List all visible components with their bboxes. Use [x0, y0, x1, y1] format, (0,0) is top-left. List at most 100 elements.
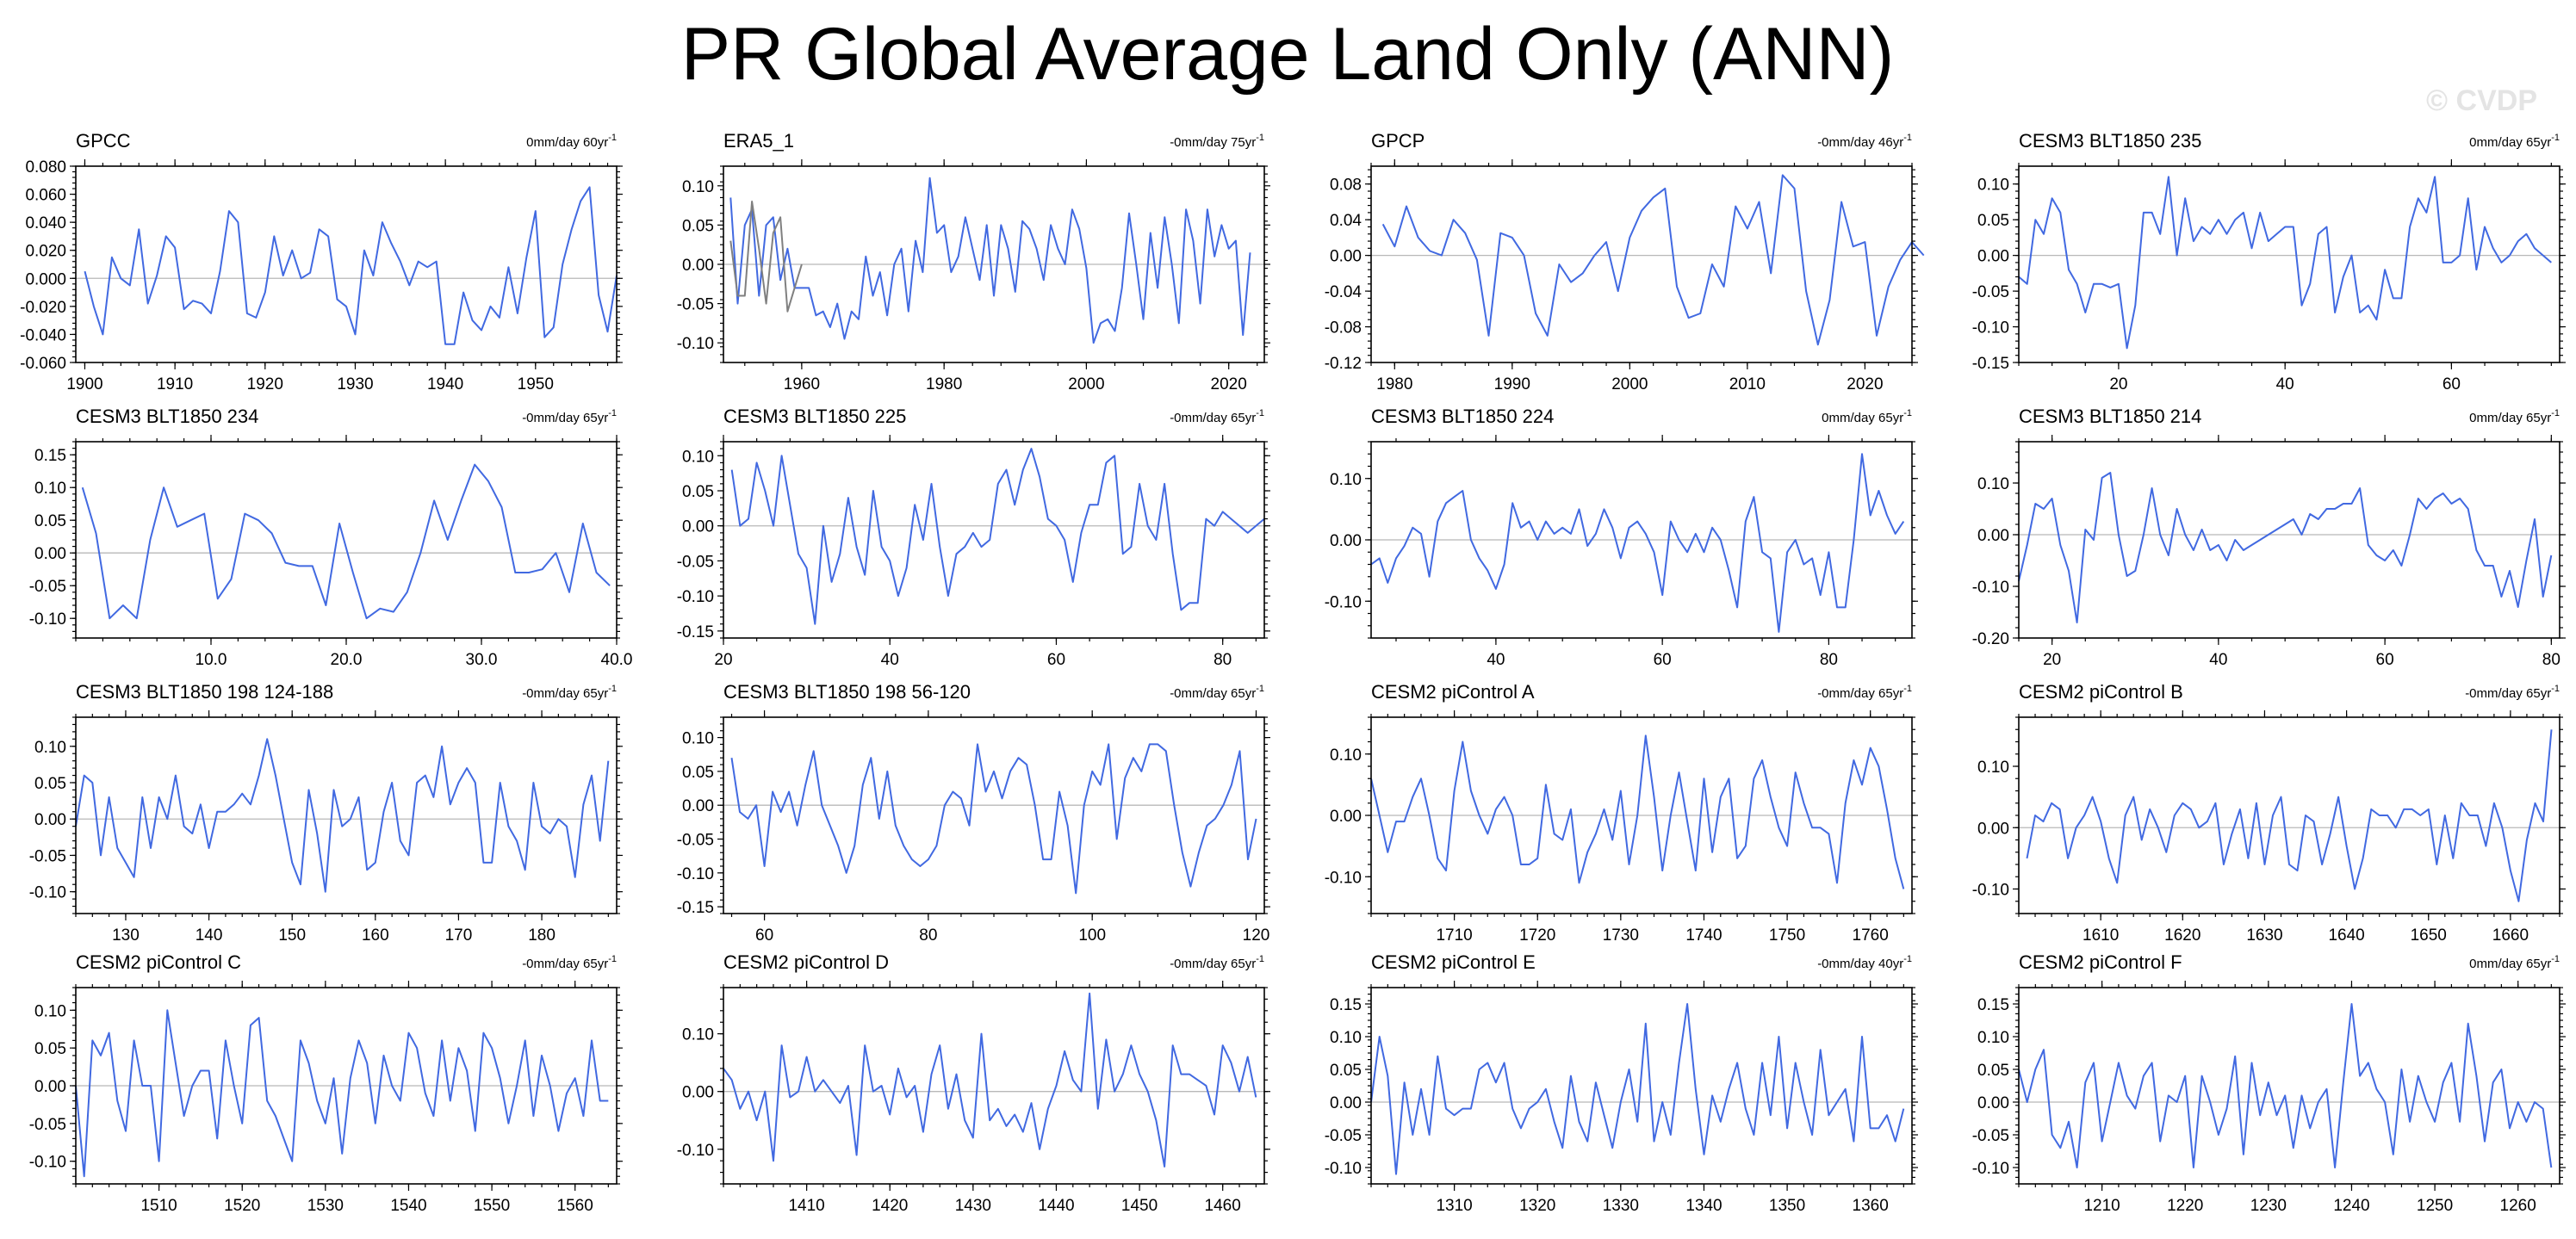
trend-label: -0mm/day 65yr-1 — [1170, 684, 1264, 701]
x-tick-label: 40 — [2276, 375, 2294, 393]
y-tick-label: -0.05 — [29, 578, 66, 596]
y-tick-label: 0.00 — [682, 797, 714, 815]
x-tick-label: 80 — [2542, 651, 2560, 669]
y-tick-label: 0.10 — [1977, 475, 2009, 493]
panel-6: -0.10 0.00 0.10 40 60 80 CESM3 BLT1850 224 0mm/… — [1325, 406, 1918, 669]
x-tick-label: 2000 — [1611, 375, 1648, 393]
panel-5: -0.15 -0.10 -0.05 0.00 0.05 0.10 20 40 60 80 CESM3… — [677, 406, 1270, 669]
panel-4: -0.10 -0.05 0.00 0.05 0.10 0.15 10.0 20.0 30.0 40… — [29, 406, 633, 669]
x-tick-label: 80 — [1214, 651, 1232, 669]
x-tick-label: 1250 — [2417, 1197, 2453, 1215]
x-tick-label: 1610 — [2083, 926, 2119, 945]
x-tick-label: 40 — [881, 651, 899, 669]
panel-1: -0.10 -0.05 0.00 0.05 0.10 1960 1980 2000 2020 ER… — [677, 130, 1270, 393]
trend-label: -0mm/day 65yr-1 — [1817, 684, 1912, 701]
x-tick-label: 1980 — [926, 375, 962, 393]
x-tick-label: 140 — [196, 926, 223, 945]
y-tick-label: -0.060 — [20, 355, 66, 373]
plot-frame — [723, 987, 1265, 1185]
x-tick-label: 1660 — [2492, 926, 2529, 945]
x-tick-label: 1330 — [1603, 1197, 1639, 1215]
y-tick-label: -0.10 — [677, 865, 714, 883]
y-tick-label: 0.15 — [1330, 996, 1362, 1014]
y-tick-label: 0.15 — [1977, 996, 2009, 1014]
x-tick-label: 100 — [1078, 926, 1106, 945]
x-tick-label: 180 — [528, 926, 556, 945]
x-tick-label: 40.0 — [601, 651, 633, 669]
y-tick-label: 0.020 — [25, 243, 66, 261]
series-line-0 — [2018, 176, 2552, 350]
y-tick-label: -0.10 — [29, 884, 66, 902]
y-tick-label: 0.00 — [34, 811, 66, 829]
y-tick-label: 0.00 — [682, 1084, 714, 1102]
y-tick-label: 0.08 — [1330, 177, 1362, 195]
series-line-0 — [81, 463, 611, 620]
panel-title: CESM2 piControl E — [1371, 951, 1536, 973]
y-tick-label: -0.20 — [1972, 630, 2009, 648]
series-line-0 — [723, 992, 1257, 1168]
x-tick-label: 2020 — [1211, 375, 1247, 393]
x-tick-label: 10.0 — [196, 651, 227, 669]
series-line-1 — [729, 201, 803, 313]
x-tick-label: 1440 — [1038, 1197, 1074, 1215]
series-line-0 — [84, 186, 618, 345]
x-tick-label: 1620 — [2164, 926, 2200, 945]
plot-frame — [2018, 441, 2560, 639]
y-tick-label: -0.10 — [677, 1142, 714, 1160]
trend-label: -0mm/day 65yr-1 — [522, 684, 617, 701]
x-tick-label: 1730 — [1603, 926, 1639, 945]
panel-title: CESM3 BLT1850 234 — [76, 406, 258, 427]
x-tick-label: 40 — [2209, 651, 2227, 669]
trend-label: -0mm/day 65yr-1 — [522, 408, 617, 425]
x-tick-label: 1550 — [474, 1197, 510, 1215]
y-tick-label: -0.10 — [1972, 319, 2009, 338]
x-tick-label: 1750 — [1769, 926, 1805, 945]
y-tick-label: 0.00 — [1977, 820, 2009, 838]
x-tick-label: 60 — [755, 926, 773, 945]
y-tick-label: 0.05 — [1330, 1062, 1362, 1080]
y-tick-label: 0.10 — [1977, 177, 2009, 195]
y-tick-label: 0.05 — [682, 483, 714, 501]
panel-title: CESM2 piControl D — [723, 951, 889, 973]
y-tick-label: -0.05 — [1972, 1127, 2009, 1145]
x-tick-label: 60 — [2443, 375, 2461, 393]
y-tick-label: 0.00 — [1330, 1094, 1362, 1112]
x-tick-label: 1420 — [872, 1197, 908, 1215]
y-tick-label: 0.060 — [25, 187, 66, 205]
y-tick-label: 0.080 — [25, 158, 66, 177]
x-tick-label: 30.0 — [466, 651, 498, 669]
x-tick-label: 80 — [919, 926, 937, 945]
plot-frame — [75, 165, 618, 363]
x-tick-label: 1950 — [518, 375, 554, 393]
x-tick-label: 150 — [278, 926, 306, 945]
y-tick-label: 0.10 — [34, 480, 66, 498]
panel-title: CESM2 piControl C — [76, 951, 241, 973]
panel-7: -0.20 -0.10 0.00 0.10 20 40 60 80 CESM3 BLT1850 … — [1972, 406, 2566, 669]
x-tick-label: 1320 — [1519, 1197, 1555, 1215]
x-tick-label: 130 — [112, 926, 140, 945]
x-tick-label: 1630 — [2246, 926, 2282, 945]
plot-frame — [1370, 165, 1913, 363]
y-tick-label: 0.05 — [682, 764, 714, 782]
y-tick-label: -0.05 — [1972, 283, 2009, 301]
x-tick-label: 1740 — [1685, 926, 1722, 945]
y-tick-label: -0.10 — [677, 335, 714, 353]
series-line-0 — [75, 738, 610, 893]
trend-label: 0mm/day 60yr-1 — [526, 133, 617, 150]
x-tick-label: 20.0 — [331, 651, 363, 669]
trend-label: -0mm/day 75yr-1 — [1170, 133, 1264, 150]
y-tick-label: 0.040 — [25, 214, 66, 232]
x-tick-label: 20 — [2043, 651, 2061, 669]
x-tick-label: 1720 — [1519, 926, 1555, 945]
series-line-0 — [1370, 734, 1905, 889]
x-tick-label: 1310 — [1436, 1197, 1472, 1215]
y-tick-label: -0.05 — [1325, 1127, 1362, 1145]
y-tick-label: 0.00 — [34, 1078, 66, 1096]
series-line-0 — [729, 177, 1251, 344]
y-tick-label: 0.00 — [1330, 248, 1362, 266]
series-line-0 — [75, 1009, 609, 1178]
x-tick-label: 1210 — [2083, 1197, 2120, 1215]
x-tick-label: 1240 — [2333, 1197, 2369, 1215]
trend-label: 0mm/day 65yr-1 — [1822, 408, 1912, 425]
y-tick-label: 0.04 — [1330, 212, 1362, 230]
